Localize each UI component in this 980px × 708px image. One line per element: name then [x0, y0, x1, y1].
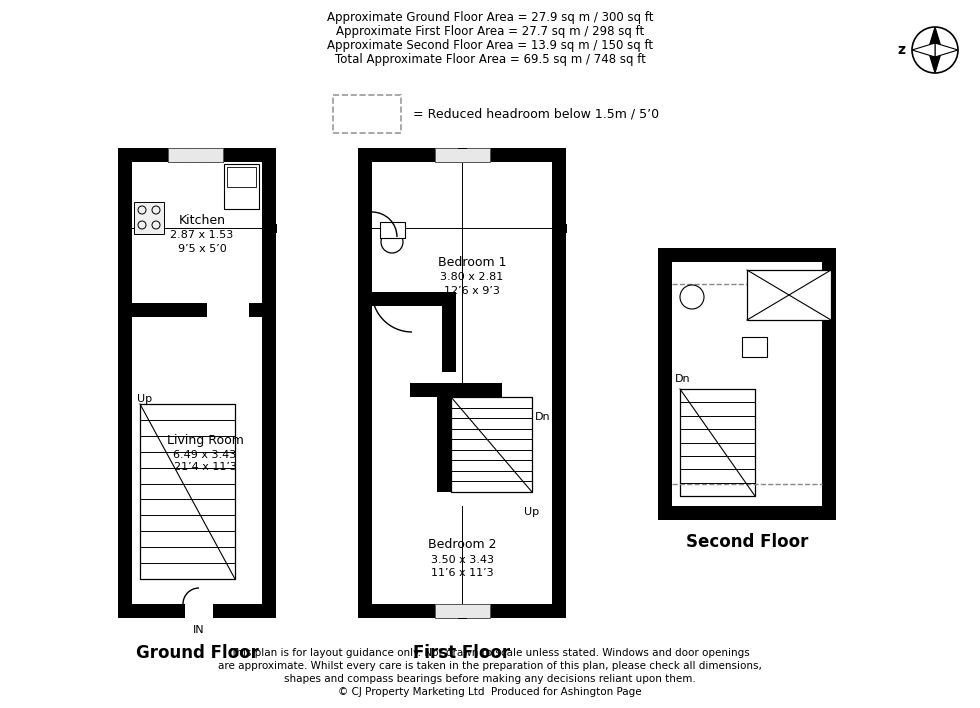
Bar	[442, 292, 456, 372]
Bar	[672, 262, 822, 506]
Bar	[658, 506, 836, 520]
Bar	[227, 167, 256, 187]
Circle shape	[381, 231, 403, 253]
Text: Ground Floor: Ground Floor	[135, 644, 259, 662]
Bar	[358, 148, 566, 162]
Bar	[333, 95, 401, 133]
Text: Up: Up	[524, 507, 539, 517]
Polygon shape	[928, 27, 942, 50]
Bar	[358, 148, 372, 618]
Text: Up: Up	[137, 394, 152, 404]
Text: 21’4 x 11’3: 21’4 x 11’3	[173, 462, 236, 472]
Bar	[168, 148, 223, 162]
Text: Dn: Dn	[535, 412, 551, 422]
Text: 6.49 x 3.43: 6.49 x 3.43	[173, 450, 236, 459]
Bar	[680, 389, 755, 496]
Text: Dn: Dn	[675, 374, 691, 384]
Bar	[658, 248, 672, 520]
Text: IN: IN	[193, 625, 205, 635]
Bar	[435, 148, 490, 162]
Bar	[435, 148, 490, 162]
Bar	[435, 604, 490, 618]
Text: © CJ Property Marketing Ltd  Produced for Ashington Page: © CJ Property Marketing Ltd Produced for…	[338, 687, 642, 697]
Bar	[132, 303, 262, 317]
Circle shape	[680, 285, 704, 309]
Text: 3.80 x 2.81: 3.80 x 2.81	[440, 273, 504, 282]
Text: = Reduced headroom below 1.5m / 5’0: = Reduced headroom below 1.5m / 5’0	[413, 108, 660, 120]
Bar	[451, 397, 532, 492]
Text: Approximate Ground Floor Area = 27.9 sq m / 300 sq ft: Approximate Ground Floor Area = 27.9 sq …	[326, 11, 654, 25]
Bar	[262, 148, 276, 618]
Bar	[207, 303, 249, 317]
Bar	[140, 404, 235, 579]
Text: Second Floor: Second Floor	[686, 533, 808, 551]
Bar	[224, 164, 259, 209]
Bar	[742, 337, 767, 357]
Bar	[372, 492, 552, 506]
Text: are approximate. Whilst every care is taken in the preparation of this plan, ple: are approximate. Whilst every care is ta…	[219, 661, 761, 671]
Polygon shape	[935, 43, 958, 57]
Bar	[380, 222, 405, 238]
Text: First Floor: First Floor	[414, 644, 511, 662]
Bar	[435, 604, 490, 618]
Text: 9’5 x 5’0: 9’5 x 5’0	[177, 244, 226, 253]
Text: 11’6 x 11’3: 11’6 x 11’3	[430, 568, 493, 578]
Text: z: z	[897, 43, 905, 57]
Text: Kitchen: Kitchen	[178, 214, 225, 227]
Bar	[437, 397, 451, 492]
Bar	[822, 248, 836, 520]
Bar	[372, 292, 456, 306]
Bar	[134, 202, 164, 234]
Text: 12’6 x 9’3: 12’6 x 9’3	[444, 285, 500, 295]
Text: shapes and compass bearings before making any decisions reliant upon them.: shapes and compass bearings before makin…	[284, 674, 696, 684]
Bar	[512, 492, 552, 506]
Bar	[372, 383, 552, 397]
Text: Living Room: Living Room	[167, 434, 243, 447]
Bar	[185, 604, 213, 618]
Text: Approximate Second Floor Area = 13.9 sq m / 150 sq ft: Approximate Second Floor Area = 13.9 sq …	[327, 40, 653, 52]
Bar	[118, 148, 276, 162]
Bar	[358, 604, 566, 618]
Bar	[658, 248, 836, 262]
Text: Total Approximate Floor Area = 69.5 sq m / 748 sq ft: Total Approximate Floor Area = 69.5 sq m…	[334, 54, 646, 67]
Bar	[502, 383, 552, 397]
Bar	[118, 604, 276, 618]
Bar	[372, 492, 552, 506]
Text: Bedroom 2: Bedroom 2	[427, 539, 496, 552]
Bar	[132, 162, 262, 604]
Text: 2.87 x 1.53: 2.87 x 1.53	[171, 231, 233, 241]
Text: Approximate First Floor Area = 27.7 sq m / 298 sq ft: Approximate First Floor Area = 27.7 sq m…	[336, 25, 644, 38]
Bar	[372, 492, 427, 506]
Polygon shape	[928, 50, 942, 73]
Bar	[747, 270, 831, 320]
Bar	[552, 148, 566, 618]
Polygon shape	[912, 43, 935, 57]
Text: Bedroom 1: Bedroom 1	[438, 256, 507, 269]
Bar	[372, 383, 410, 397]
Text: 3.50 x 3.43: 3.50 x 3.43	[430, 555, 494, 565]
Bar	[372, 162, 552, 604]
Bar	[118, 148, 132, 618]
Bar	[168, 148, 223, 162]
Text: This plan is for layout guidance only. Not drawn to scale unless stated. Windows: This plan is for layout guidance only. N…	[230, 648, 750, 658]
